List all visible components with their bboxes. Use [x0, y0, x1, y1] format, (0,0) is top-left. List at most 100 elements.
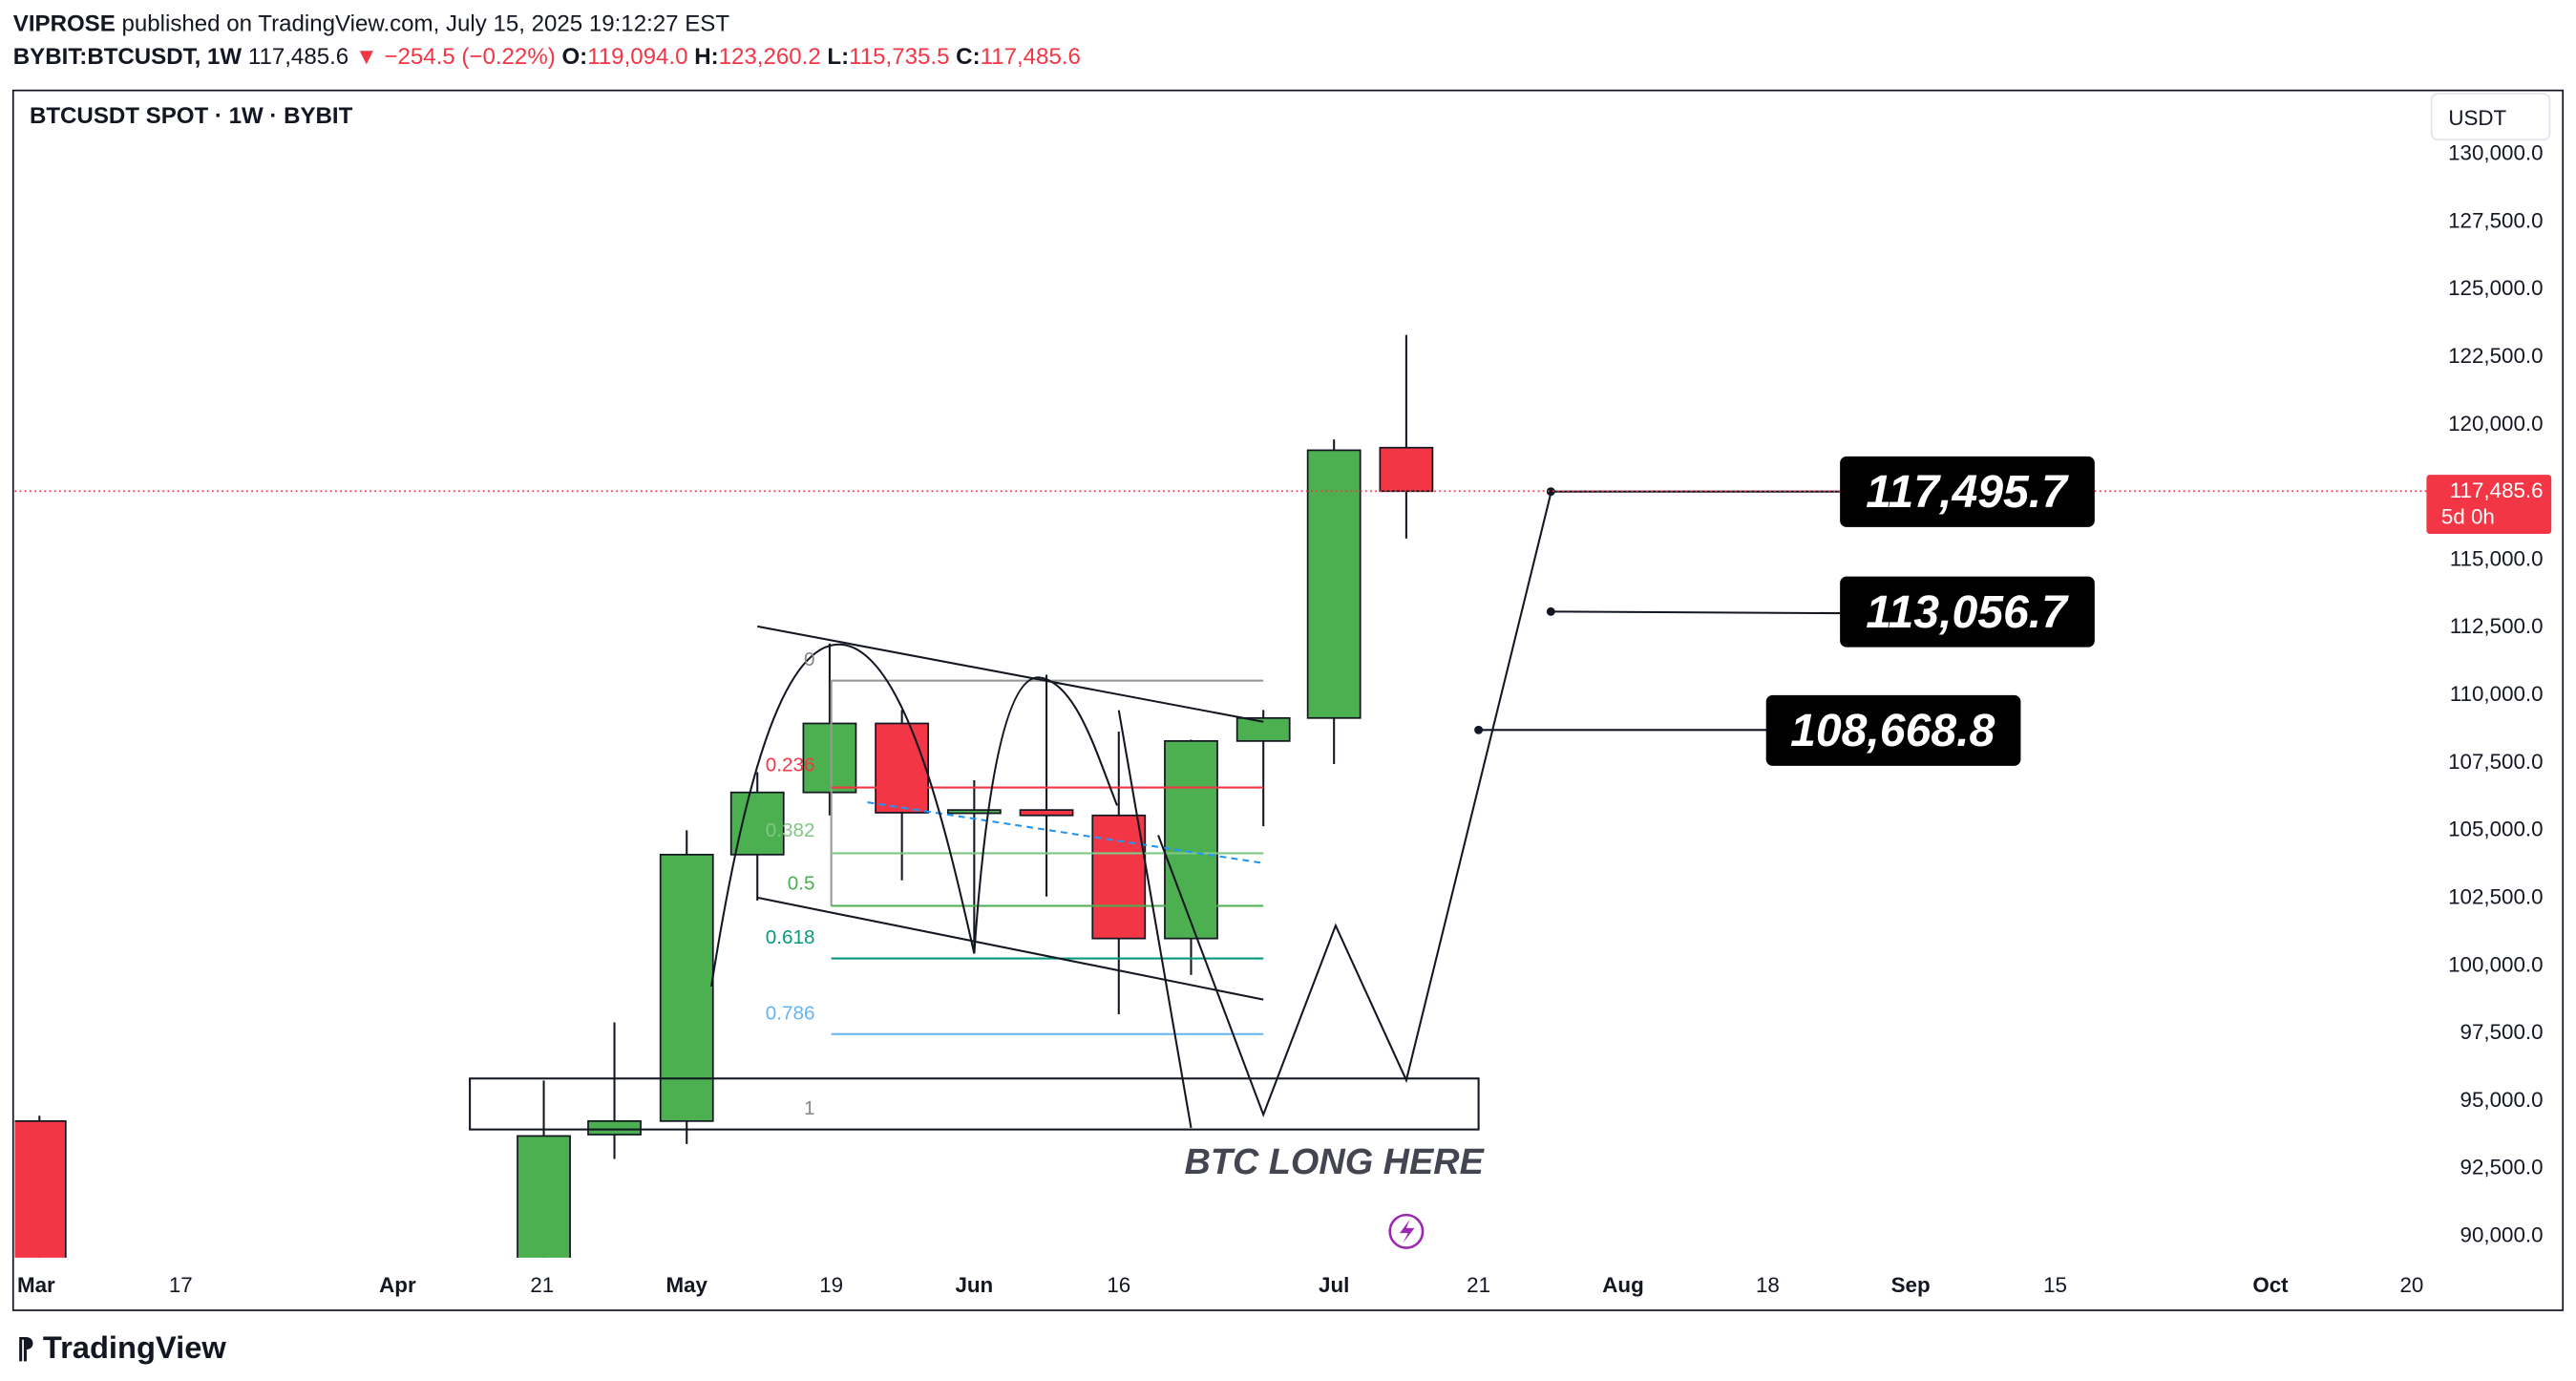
dashed-line — [867, 801, 1264, 864]
target-dot — [1474, 725, 1484, 734]
candle-body — [587, 1119, 642, 1136]
candle-body — [14, 1119, 67, 1258]
x-tick-label: 20 — [2399, 1273, 2423, 1297]
fib-label: 1 — [804, 1097, 814, 1119]
annotation: BTC LONG HERE — [1185, 1142, 1486, 1182]
fib-label: 0.236 — [766, 754, 815, 775]
ohlc-key: L: — [827, 44, 849, 70]
y-tick-label: 130,000.0 — [2448, 141, 2543, 165]
symbol: BYBIT:BTCUSDT, 1W — [13, 44, 243, 70]
candle-body — [875, 722, 930, 814]
x-tick-label: 21 — [1467, 1273, 1490, 1297]
arc-path — [710, 643, 1119, 988]
x-tick-label: Sep — [1891, 1273, 1931, 1297]
x-tick-label: Aug — [1602, 1273, 1643, 1297]
trendline — [757, 896, 1264, 1001]
candle-body — [1091, 814, 1147, 940]
candle-body — [1235, 716, 1291, 742]
fib-label: 0.618 — [766, 926, 815, 948]
target-label: 108,668.8 — [1790, 705, 1995, 756]
candle-body — [802, 722, 857, 794]
event-icon[interactable] — [1388, 1213, 1425, 1249]
chart-frame — [11, 89, 2565, 1311]
x-tick-label: Jun — [955, 1273, 993, 1297]
y-tick-label: 107,500.0 — [2448, 750, 2543, 774]
target-label: 113,056.7 — [1866, 586, 2069, 638]
last-price-tag — [2426, 475, 2552, 535]
candle-body — [1379, 446, 1434, 493]
ohlc-value: 117,485.6 — [981, 44, 1081, 70]
y-tick-label: 90,000.0 — [2460, 1223, 2544, 1247]
ohlc-key: H: — [694, 44, 718, 70]
x-tick-label: 17 — [169, 1273, 193, 1297]
y-tick-label: 97,500.0 — [2460, 1020, 2544, 1044]
target-box — [1840, 456, 2095, 527]
y-tick-label: 105,000.0 — [2448, 818, 2543, 841]
projection-path — [1157, 493, 1552, 1118]
event-icon-bolt — [1400, 1220, 1415, 1243]
y-tick-label: 112,500.0 — [2450, 614, 2544, 638]
ohlc-value: 119,094.0 — [587, 44, 687, 70]
x-tick-label: Jul — [1319, 1273, 1349, 1297]
fib-labels: 0 0.236 0.382 0.5 0.618 0.786 1 — [766, 648, 815, 1119]
fib-label: 0.5 — [788, 872, 815, 894]
candle-body — [517, 1135, 571, 1258]
currency: USDT — [2448, 106, 2506, 130]
fib-label: 0.786 — [766, 1002, 815, 1024]
candle-body — [1306, 449, 1362, 719]
target-dot — [1546, 606, 1555, 616]
x-tick-label: 21 — [530, 1273, 554, 1297]
publisher-line: VIPROSE published on TradingView.com, Ju… — [13, 11, 730, 37]
fib-label: 0.382 — [766, 819, 815, 841]
currency-button[interactable] — [2430, 93, 2551, 141]
target-box — [1765, 694, 2021, 766]
change: ▼ −254.5 (−0.22%) — [355, 44, 556, 70]
x-tick-label: Oct — [2252, 1273, 2289, 1297]
chart-title: BTCUSDT SPOT · 1W · BYBIT — [30, 103, 353, 129]
x-tick-label: Mar — [17, 1273, 55, 1297]
projection-line — [1117, 710, 1193, 1129]
logo: ⁋ TradingView — [16, 1329, 226, 1365]
last-price-label: 117,485.6 — [2450, 478, 2544, 502]
publisher: VIPROSE — [13, 11, 116, 37]
candle-body — [946, 809, 1002, 815]
trendline — [757, 625, 1264, 723]
fib-label: 0 — [804, 648, 814, 670]
y-tick-label: 92,500.0 — [2460, 1156, 2544, 1179]
candle-body — [1164, 740, 1218, 940]
x-tick-label: 15 — [2043, 1273, 2067, 1297]
x-tick-label: 16 — [1107, 1273, 1130, 1297]
target-label: 117,495.7 — [1866, 466, 2069, 518]
x-tick-label: 19 — [819, 1273, 843, 1297]
candle-body — [659, 853, 714, 1122]
y-tick-label: 125,000.0 — [2448, 276, 2543, 300]
ohlc-key: C: — [956, 44, 980, 70]
target-line — [1551, 610, 1841, 615]
candle-body — [1019, 809, 1074, 817]
ohlc-value: 115,735.5 — [849, 44, 949, 70]
logo-text: TradingView — [43, 1329, 226, 1365]
y-tick-label: 120,000.0 — [2448, 412, 2543, 436]
y-tick-label: 95,000.0 — [2460, 1088, 2544, 1112]
last: 117,485.6 — [248, 44, 348, 70]
ohlc-key: O: — [561, 44, 587, 70]
support-box — [469, 1077, 1480, 1131]
candles — [14, 334, 1434, 1258]
countdown: 5d 0h — [2441, 505, 2495, 529]
x-tick-label: Apr — [379, 1273, 416, 1297]
ohlc-value: 123,260.2 — [719, 44, 821, 70]
published: published on TradingView.com, July 15, 2… — [121, 11, 729, 37]
x-tick-label: May — [665, 1273, 707, 1297]
y-tick-label: 115,000.0 — [2450, 546, 2544, 570]
y-tick-label: 102,500.0 — [2448, 884, 2543, 908]
y-tick-label: 110,000.0 — [2450, 682, 2544, 706]
y-tick-label: 100,000.0 — [2448, 952, 2543, 976]
candle-body — [729, 791, 785, 856]
logo-mark: ⁋ — [16, 1334, 34, 1365]
y-tick-label: 122,500.0 — [2448, 344, 2543, 368]
symbol-line: BYBIT:BTCUSDT, 1W 117,485.6 ▼ −254.5 (−0… — [13, 44, 1081, 70]
drawings — [469, 487, 1841, 1249]
target-box — [1840, 576, 2095, 648]
